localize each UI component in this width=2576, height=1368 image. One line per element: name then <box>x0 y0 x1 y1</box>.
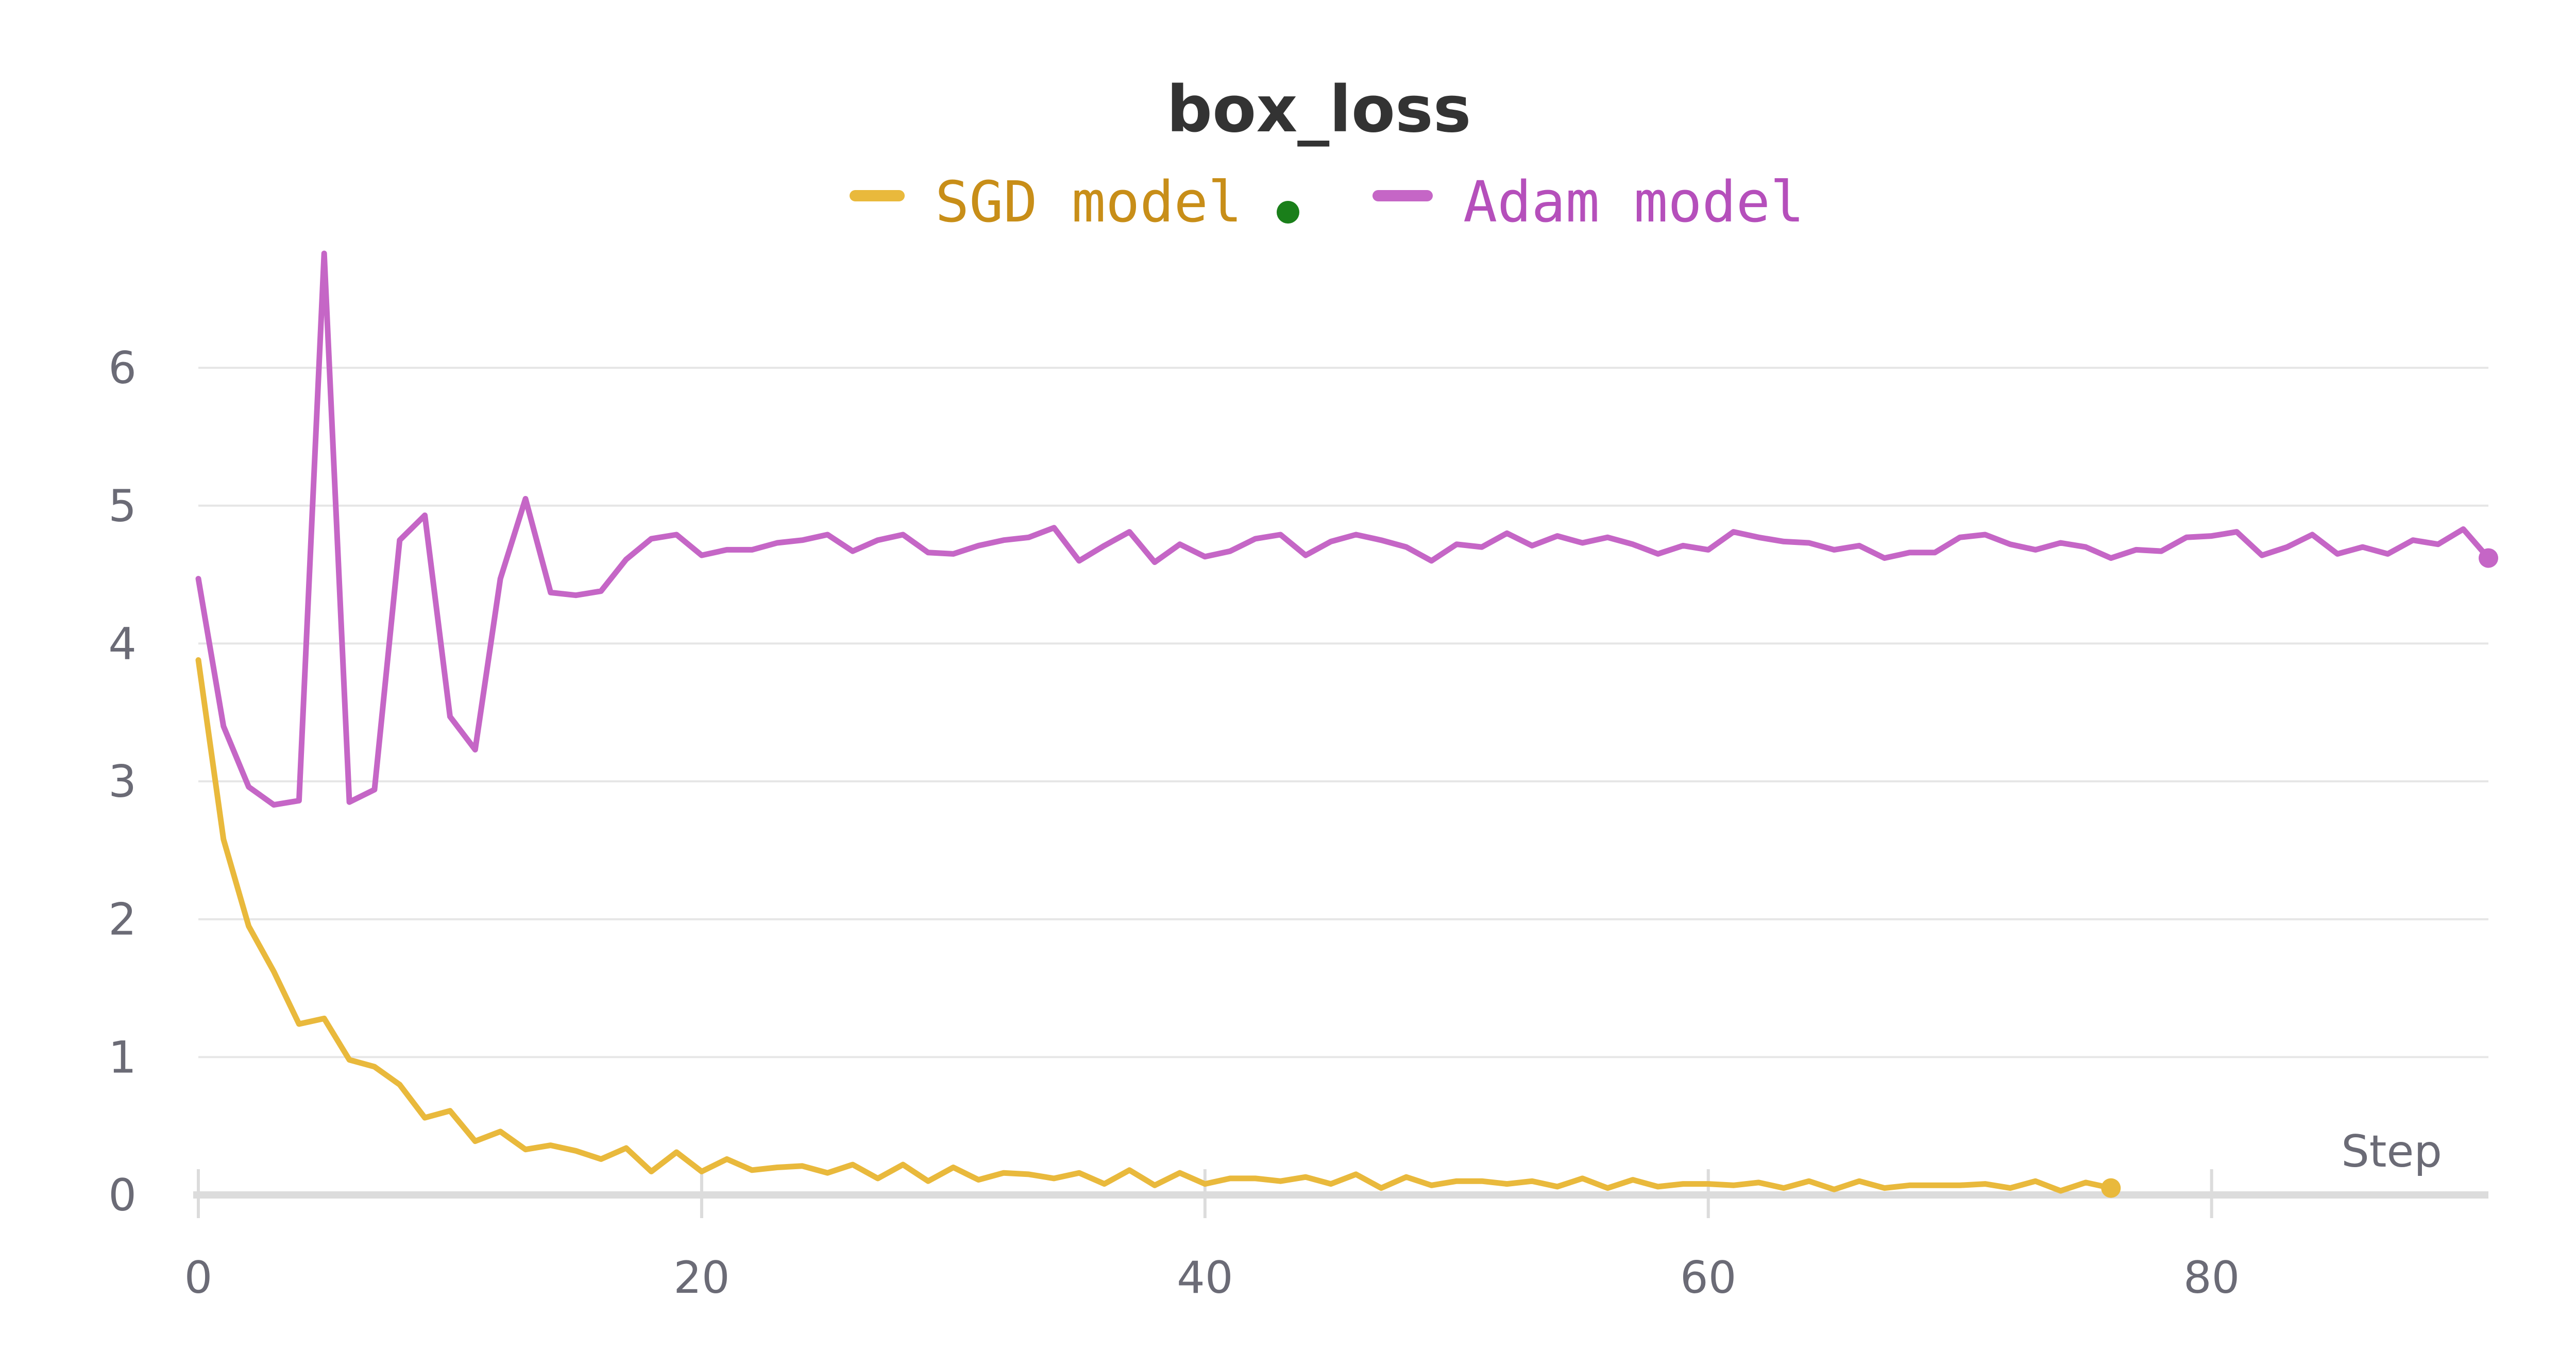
series-lines <box>195 250 2498 1198</box>
x-axis-label: Step <box>2341 1126 2442 1177</box>
legend-label-adam-model: Adam model <box>1463 169 1804 235</box>
x-tick-label-60: 60 <box>1680 1252 1736 1304</box>
series-line-adam-model <box>195 250 2492 808</box>
y-tick-label-4: 4 <box>108 618 137 670</box>
legend: SGD model Adam model <box>850 169 1804 235</box>
y-tick-label-2: 2 <box>108 894 137 946</box>
y-tick-label-0: 0 <box>108 1170 137 1221</box>
y-tick-labels: 0 1 2 3 4 5 6 <box>108 343 137 1221</box>
series-line-sgd-model <box>195 657 2114 1194</box>
y-tick-label-6: 6 <box>108 343 137 394</box>
series-end-point-sgd-model <box>2101 1178 2121 1198</box>
chart-title: box_loss <box>1166 73 1471 147</box>
y-tick-label-1: 1 <box>108 1032 137 1083</box>
legend-status-dot <box>1277 201 1299 224</box>
legend-label-sgd-model: SGD model <box>935 169 1242 235</box>
x-tick-labels: 0 20 40 60 80 <box>184 1169 2240 1304</box>
series-end-point-adam-model <box>2479 548 2498 568</box>
x-tick-label-80: 80 <box>2183 1252 2240 1304</box>
x-tick-label-20: 20 <box>673 1252 730 1304</box>
x-tick-label-0: 0 <box>184 1252 213 1304</box>
x-tick-label-40: 40 <box>1177 1252 1233 1304</box>
y-tick-label-5: 5 <box>108 481 137 532</box>
y-gridlines <box>198 367 2488 1058</box>
y-tick-label-3: 3 <box>108 756 137 808</box>
